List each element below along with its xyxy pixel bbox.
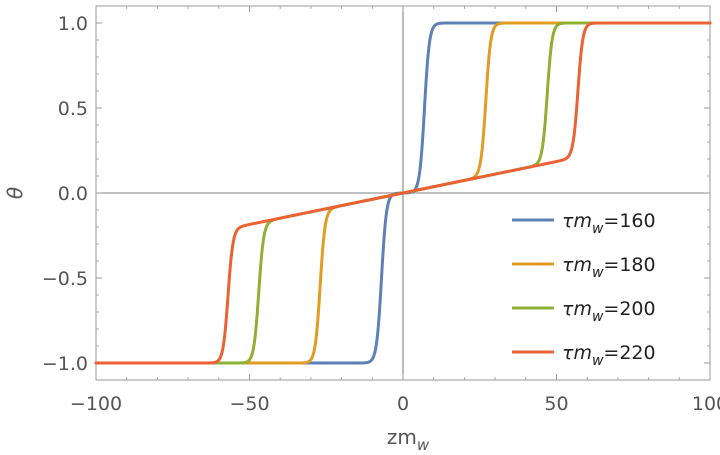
- x-axis-title-sub: w: [417, 436, 430, 454]
- legend-label-sub: w: [592, 309, 604, 325]
- legend-label-main: τm: [562, 254, 592, 276]
- y-tick-label: −1.0: [42, 353, 88, 375]
- series-lines: [94, 21, 712, 365]
- legend-label-sub: w: [592, 265, 604, 281]
- x-axis-title-main: zm: [387, 425, 417, 449]
- legend-label-sub: w: [592, 353, 604, 369]
- y-tick-label: 0.0: [58, 183, 88, 205]
- legend-label-main: τm: [562, 342, 592, 364]
- legend-label-value: =160: [603, 210, 655, 232]
- ticks: −100 −50 0 50 100 −1.0 −0.5 0.0 0.5 1.0: [42, 6, 720, 415]
- legend-label-main: τm: [562, 298, 592, 320]
- legend-label: τmw=220: [562, 342, 656, 369]
- legend-entry-4: τmw=220: [512, 342, 656, 369]
- legend-label-value: =180: [603, 254, 655, 276]
- x-tick-label: −100: [70, 393, 122, 415]
- axis-titles: zmw θ: [3, 187, 430, 454]
- y-axis-title: θ: [3, 187, 27, 199]
- x-tick-label: 100: [692, 393, 720, 415]
- y-tick-label: 1.0: [58, 13, 88, 35]
- legend-entry-1: τmw=160: [512, 210, 656, 237]
- series-line-4: [94, 21, 712, 365]
- y-tick-label: 0.5: [58, 98, 88, 120]
- legend-label: τmw=200: [562, 298, 656, 325]
- x-tick-label: 0: [397, 393, 409, 415]
- x-tick-label: 50: [544, 393, 568, 415]
- legend-label-value: =220: [603, 342, 655, 364]
- y-tick-label: −0.5: [42, 268, 88, 290]
- x-tick-label: −50: [229, 393, 269, 415]
- legend-label-main: τm: [562, 210, 592, 232]
- legend-label: τmw=180: [562, 254, 656, 281]
- legend-entry-2: τmw=180: [512, 254, 656, 281]
- legend-label: τmw=160: [562, 210, 656, 237]
- legend-entry-3: τmw=200: [512, 298, 656, 325]
- legend-label-value: =200: [603, 298, 655, 320]
- legend-label-sub: w: [592, 221, 604, 237]
- x-axis-title: zmw: [387, 425, 430, 454]
